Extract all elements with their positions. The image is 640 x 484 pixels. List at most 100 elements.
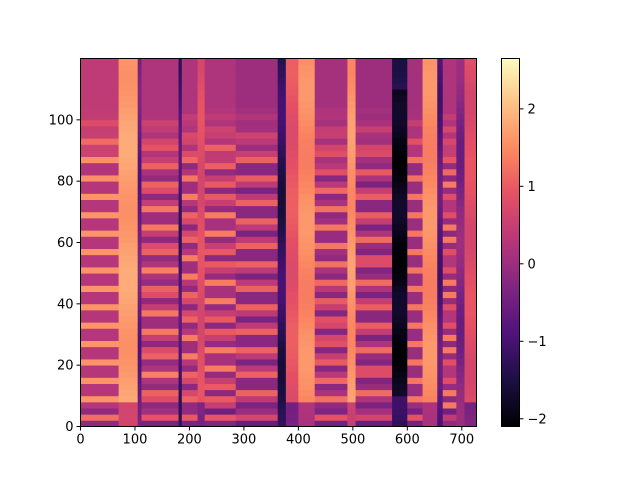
heatmap-cell [141, 107, 179, 115]
heatmap-cell [314, 383, 348, 391]
heatmap-cell [464, 285, 477, 292]
heatmap-cell [314, 242, 348, 250]
heatmap-cell [437, 365, 444, 372]
heatmap-cell [137, 389, 142, 397]
heatmap-cell [437, 420, 444, 427]
heatmap-cell [235, 187, 279, 194]
heatmap-cell [204, 371, 237, 378]
heatmap-cell [464, 334, 477, 342]
heatmap-cell [277, 83, 287, 90]
heatmap-cell [464, 322, 477, 329]
heatmap-cell [407, 395, 423, 403]
heatmap-cell [204, 162, 237, 170]
heatmap-cell [347, 260, 356, 268]
heatmap-cell [456, 291, 465, 299]
heatmap-cell [422, 119, 438, 127]
heatmap-cell [392, 383, 408, 391]
heatmap-cell [298, 89, 316, 96]
heatmap-cell [407, 401, 423, 409]
heatmap-cell [355, 150, 393, 158]
heatmap-cell [197, 273, 206, 280]
heatmap-cell [437, 125, 444, 133]
heatmap-cell [422, 107, 438, 115]
heatmap-cell [80, 316, 120, 323]
heatmap-cell [141, 89, 179, 96]
heatmap-cell [422, 365, 438, 372]
heatmap-cell [181, 187, 199, 194]
heatmap-cell [277, 401, 287, 409]
heatmap-cell [204, 107, 237, 115]
heatmap-cell [141, 132, 179, 139]
heatmap-cell [355, 346, 393, 354]
heatmap-cell [204, 267, 237, 274]
heatmap-cell [235, 58, 279, 66]
heatmap-cell [437, 346, 444, 354]
heatmap-cell [298, 175, 316, 182]
heatmap-cell [118, 389, 139, 397]
heatmap-cell [437, 340, 444, 348]
heatmap-cell [277, 383, 287, 391]
heatmap-cell [456, 199, 465, 207]
heatmap-cell [355, 352, 393, 360]
heatmap-cell [141, 285, 179, 292]
heatmap-cell [456, 205, 465, 213]
heatmap-cell [464, 273, 477, 280]
heatmap-cell [456, 359, 465, 366]
heatmap-cell [141, 303, 179, 311]
heatmap-cell [204, 377, 237, 384]
heatmap-cell [197, 352, 206, 360]
heatmap-cell [285, 107, 299, 115]
heatmap-cell [355, 83, 393, 90]
heatmap-cell [141, 199, 179, 207]
heatmap-cell [197, 248, 206, 256]
heatmap-cell [197, 150, 206, 158]
heatmap-cell [442, 113, 457, 121]
heatmap-cell [137, 414, 142, 421]
heatmap-cell [80, 187, 120, 194]
heatmap-cell [355, 334, 393, 342]
heatmap-cell [456, 242, 465, 250]
heatmap-cell [197, 309, 206, 317]
heatmap-cell [422, 64, 438, 72]
heatmap-cell [314, 414, 348, 421]
heatmap-cell [355, 383, 393, 391]
heatmap-cell [437, 285, 444, 292]
heatmap-cell [204, 230, 237, 237]
heatmap-cell [277, 193, 287, 200]
heatmap-cell [197, 132, 206, 139]
heatmap-cell [141, 58, 179, 66]
heatmap-cell [80, 58, 120, 66]
heatmap-cell [392, 328, 408, 335]
heatmap-cell [298, 76, 316, 84]
heatmap-cell [118, 107, 139, 115]
heatmap-cell [285, 236, 299, 243]
heatmap-cell [355, 132, 393, 139]
heatmap-cell [437, 193, 444, 200]
heatmap-cell [442, 181, 457, 188]
heatmap-cell [197, 211, 206, 219]
heatmap-cell [204, 119, 237, 127]
heatmap-column [407, 58, 423, 427]
heatmap-cell [355, 224, 393, 231]
heatmap-cell [235, 162, 279, 170]
heatmap-cell [137, 205, 142, 213]
heatmap-cell [298, 279, 316, 286]
heatmap-cell [181, 371, 199, 378]
heatmap-cell [464, 359, 477, 366]
heatmap-cell [422, 193, 438, 200]
heatmap-cell [235, 334, 279, 342]
heatmap-cell [392, 211, 408, 219]
heatmap-cell [178, 371, 183, 378]
heatmap-cell [277, 309, 287, 317]
heatmap-cell [456, 328, 465, 335]
heatmap-cell [298, 193, 316, 200]
heatmap-cell [442, 291, 457, 299]
heatmap-cell [464, 242, 477, 250]
heatmap-cell [347, 334, 356, 342]
heatmap-cell [277, 162, 287, 170]
heatmap-cell [422, 132, 438, 139]
heatmap-cell [347, 236, 356, 243]
heatmap-cell [437, 408, 444, 415]
heatmap-cell [235, 322, 279, 329]
heatmap-cell [347, 230, 356, 237]
